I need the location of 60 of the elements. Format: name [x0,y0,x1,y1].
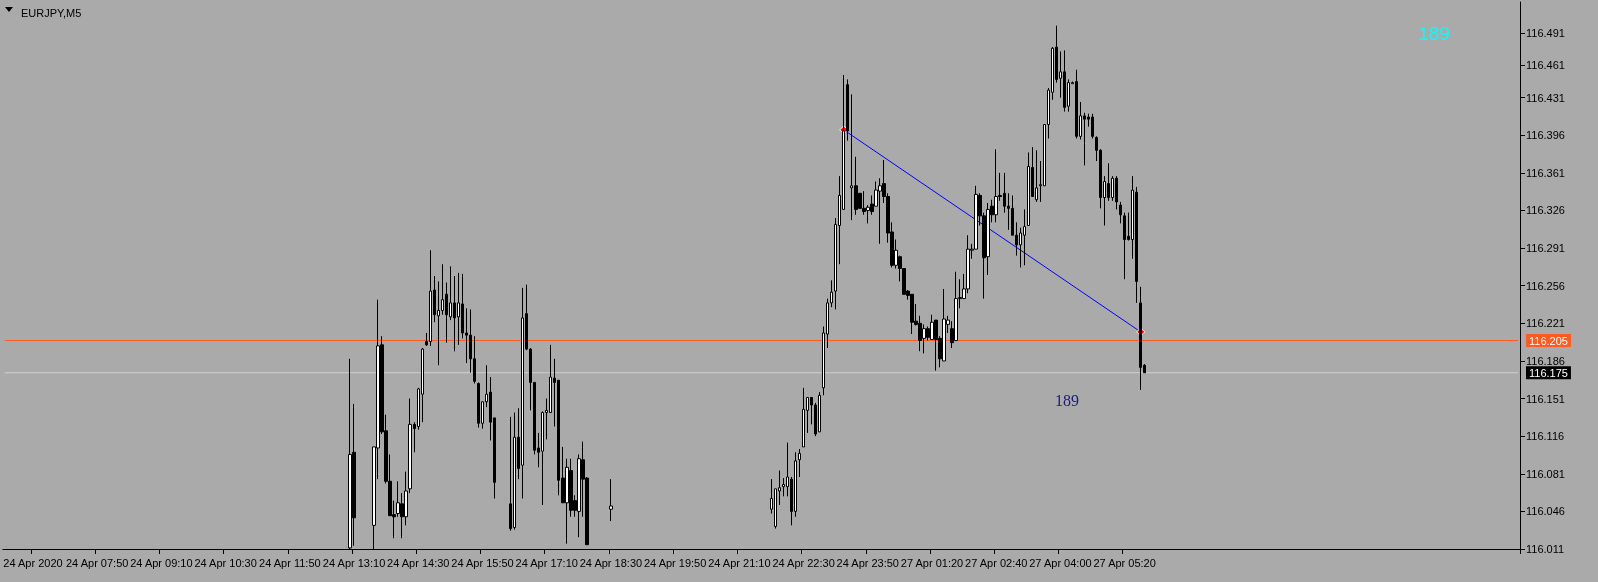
candlestick [1139,286,1142,391]
y-tick-label: 116.011 [1526,543,1565,555]
x-tick-label: 27 Apr 04:00 [1029,556,1092,569]
candlestick [798,448,801,478]
candlestick [994,148,998,223]
x-tick-label: 24 Apr 10:30 [194,556,257,569]
y-tick-label: 116.461 [1526,59,1565,72]
y-tick-label: 116.081 [1526,467,1565,480]
y-tick-label: 116.291 [1526,242,1565,255]
candlestick [1119,201,1122,224]
y-tick-label: 116.221 [1526,317,1565,330]
candlestick [1075,69,1078,139]
annotation: 189 [1055,391,1079,409]
y-tick-label: 116.396 [1526,129,1565,142]
candlestick [513,412,516,531]
x-tick-label: 24 Apr 17:10 [515,556,578,569]
candlestick [1115,175,1118,210]
candlestick [1027,151,1030,227]
y-tick-label: 116.046 [1526,505,1565,518]
candlestick [1091,113,1094,139]
x-tick-label: 24 Apr 23:50 [836,556,899,569]
y-tick-label: 116.256 [1526,279,1565,292]
x-tick-label: 24 Apr 15:50 [451,556,514,569]
ref-line-label: 116.205 [1528,334,1568,347]
ref-line-label: 116.175 [1528,366,1568,379]
chart-title: EURJPY,M5 [21,6,82,19]
x-tick-label: 24 Apr 09:10 [130,556,193,569]
y-tick-label: 116.151 [1526,392,1565,405]
y-tick-label: 116.491 [1526,27,1565,40]
x-tick-label: 24 Apr 21:10 [708,556,771,569]
x-tick-label: 24 Apr 19:50 [643,556,707,569]
x-tick-label: 24 Apr 14:30 [387,556,450,569]
annotation: 189 [1418,22,1450,44]
x-tick-label: 24 Apr 07:50 [65,556,129,569]
candlestick [1063,49,1066,113]
candlestick [818,391,821,433]
candlestick [477,381,480,429]
x-tick-label: 24 Apr 18:30 [579,556,643,569]
x-tick-label: 27 Apr 05:20 [1093,556,1156,569]
y-tick-label: 116.361 [1526,166,1565,179]
candlestick [802,387,805,448]
candlestick [1035,149,1038,203]
x-tick-label: 24 Apr 22:30 [772,556,835,569]
candlestick [609,478,613,522]
y-tick-label: 116.116 [1526,430,1565,443]
candlestick [509,416,512,532]
candlestick [1023,208,1026,266]
x-tick-label: 24 Apr 2020 [3,556,63,569]
candlestick [910,293,914,335]
x-tick-label: 27 Apr 01:20 [900,556,964,569]
candlestick [1123,212,1126,280]
candlestick [429,249,432,347]
candlestick [934,319,938,372]
candlestick [521,287,524,499]
x-tick-label: 24 Apr 13:10 [322,556,386,569]
x-tick-label: 24 Apr 11:50 [259,556,321,569]
x-tick-label: 27 Apr 02:40 [965,556,1028,569]
y-tick-label: 116.326 [1526,204,1565,217]
y-tick-label: 116.431 [1526,91,1565,104]
y-tick-label: 116.186 [1526,354,1565,367]
